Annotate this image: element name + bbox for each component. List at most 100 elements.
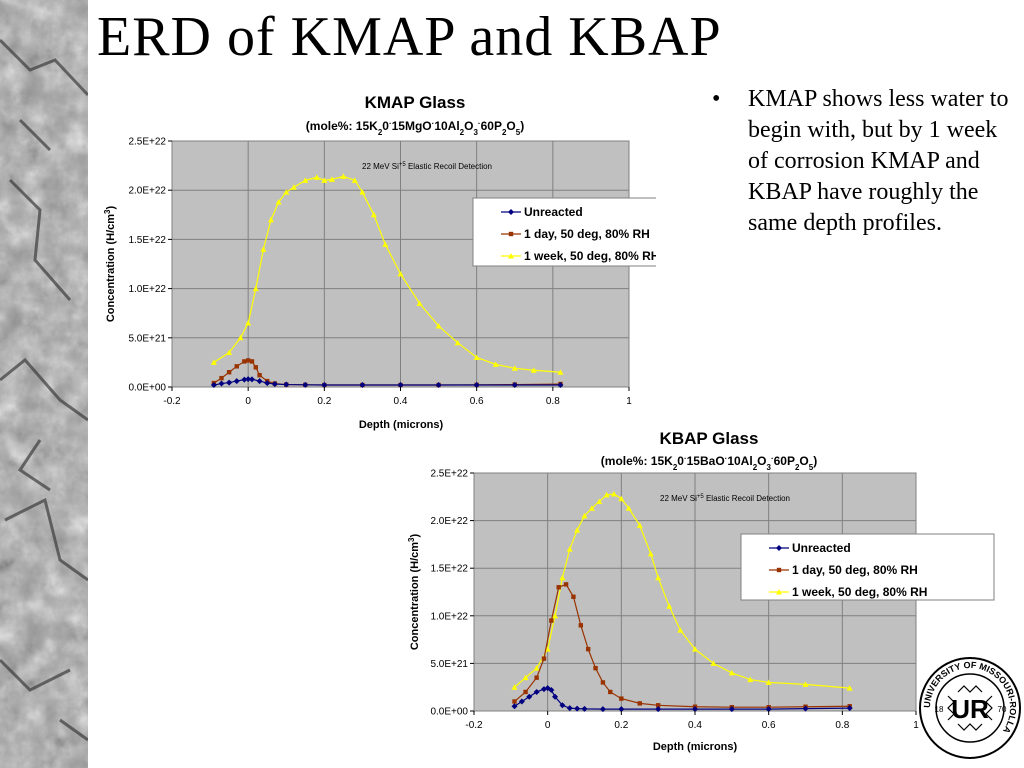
x-tick-label: 0 [545,720,551,731]
x-tick-label: -0.2 [163,396,181,407]
data-point [559,702,566,709]
x-tick-label: 1 [626,396,632,407]
data-point [321,177,328,183]
data-point [249,359,255,364]
slide-title: ERD of KMAP and KBAP [97,6,722,68]
data-point [226,379,233,386]
data-point [492,361,499,367]
data-point [435,382,442,389]
data-point [566,705,573,712]
ticks: 0.0E+00 5.0E+21 1.0E+22 1.5E+22 2.0E+22 2.5E+… [430,469,919,732]
data-point [512,699,517,704]
data-point [283,189,290,195]
data-point [454,339,461,346]
data-point [557,369,564,375]
chart-annotation: 22 MeV Si+5 Elastic Recoil Detection [362,162,492,171]
data-point [233,378,240,385]
data-point [359,189,366,195]
data-point [619,696,624,701]
data-point [321,382,328,389]
svg-text:70: 70 [998,705,1007,714]
legend-marker [776,567,782,573]
x-axis-label: Depth (microns) [653,741,738,753]
y-tick-label: 5.0E+21 [128,333,166,344]
data-point [541,656,547,661]
y-axis-label: Concentration (H/cm3) [407,534,422,651]
data-point [473,354,480,360]
data-point [302,177,309,183]
data-point [666,603,673,609]
data-point [599,706,606,713]
data-point [257,372,262,378]
data-point [351,177,358,183]
chart-title: KMAP Glass [365,93,466,112]
data-point [241,376,248,383]
data-point [260,246,267,252]
data-point [846,685,853,691]
legend-label: 1 day, 50 deg, 80% RH [524,227,650,241]
chart-subtitle: (mole%: 15K20·15BaO·10Al2O3·60P2O5) [601,454,817,472]
data-point [226,349,233,356]
kbap-chart: KBAP Glass (mole%: 15K20·15BaO·10Al2O3·6… [407,429,995,753]
data-point [523,689,528,695]
data-point [765,679,772,685]
x-tick-label: 1 [913,720,919,731]
y-tick-label: 2.0E+22 [430,516,468,527]
data-point [511,684,518,690]
data-point [588,505,595,511]
legend-marker [508,209,514,215]
data-point [618,706,625,713]
data-point [581,512,588,519]
ticks: 0.0E+00 5.0E+21 1.0E+22 1.5E+22 2.0E+22 2.5E+… [128,137,632,408]
legend-marker [508,231,514,237]
data-point [585,646,591,652]
series-layer [210,173,564,389]
university-seal-logo: UNIVERSITY OF MISSOURI-ROLLA UR 18 70 [919,657,1021,759]
data-point [275,199,282,205]
data-point [526,693,533,700]
data-point [518,698,525,705]
y-tick-label: 2.0E+22 [128,186,166,197]
legend: Unreacted 1 day, 50 deg, 80% RH 1 week, 50… [472,197,656,267]
legend-marker [776,545,782,551]
y-tick-label: 0.0E+00 [128,383,166,394]
data-point [557,382,564,389]
legend-label: 1 week, 50 deg, 80% RH [792,585,927,599]
legend-label: 1 week, 50 deg, 80% RH [524,249,656,263]
data-point [473,382,480,389]
legend-marker [508,253,514,259]
data-point [248,376,255,383]
data-point [581,705,588,712]
data-point [603,491,610,498]
data-point [655,703,661,708]
data-point [655,574,662,581]
svg-text:UR: UR [951,694,989,724]
x-axis-label: Depth (microns) [359,419,444,431]
data-point [655,706,662,713]
series-line-2 [213,175,561,373]
data-point [593,665,598,671]
data-point [226,370,232,375]
data-point [559,574,566,581]
y-axis-label: Concentration (H/cm3) [103,206,118,323]
data-point [234,364,239,369]
x-tick-label: 0.4 [688,720,702,731]
data-point [533,688,540,695]
data-point [563,582,569,587]
data-point [692,646,698,652]
data-point [511,703,518,710]
data-point [242,359,247,364]
legend-label: Unreacted [792,541,851,555]
data-point [210,382,217,389]
data-point [264,380,271,387]
data-point [313,174,320,180]
data-point [245,376,252,383]
data-point [846,705,853,712]
data-point [625,505,632,511]
data-point [253,365,258,370]
data-point [802,681,809,687]
data-point [290,184,297,190]
x-tick-label: 0 [245,396,251,407]
x-tick-label: 0.6 [470,396,484,407]
data-point [610,490,617,497]
